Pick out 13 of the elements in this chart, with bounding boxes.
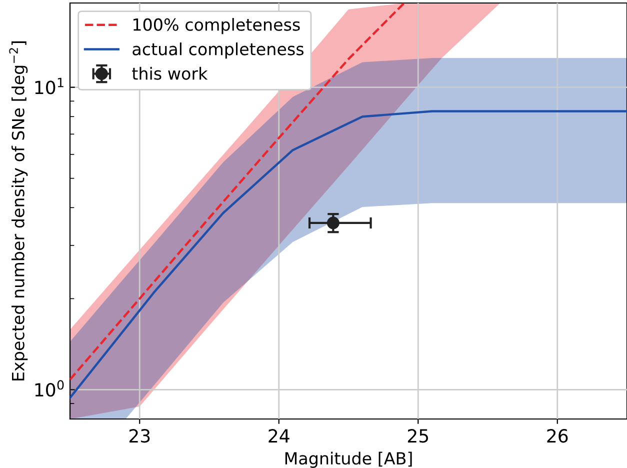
y-tick-label: 10$^{1}$	[35, 78, 64, 94]
legend-label: 100% completeness	[133, 18, 300, 34]
line-series	[70, 110, 627, 399]
x-tick-label: 26	[547, 429, 568, 443]
y-tick-label: 10$^{0}$	[35, 380, 64, 397]
y-axis-title: Expected number density of SNe [deg$^{−2}$]	[9, 41, 28, 380]
legend-label: this work	[132, 66, 208, 80]
x-tick-label: 25	[408, 429, 428, 443]
x-axis-title: Magnitude [AB]	[285, 452, 412, 468]
x-tick-label: 23	[129, 429, 150, 443]
line-series	[70, 3, 406, 381]
legend-label: actual completeness	[132, 42, 304, 59]
x-tick-label: 24	[268, 429, 290, 442]
